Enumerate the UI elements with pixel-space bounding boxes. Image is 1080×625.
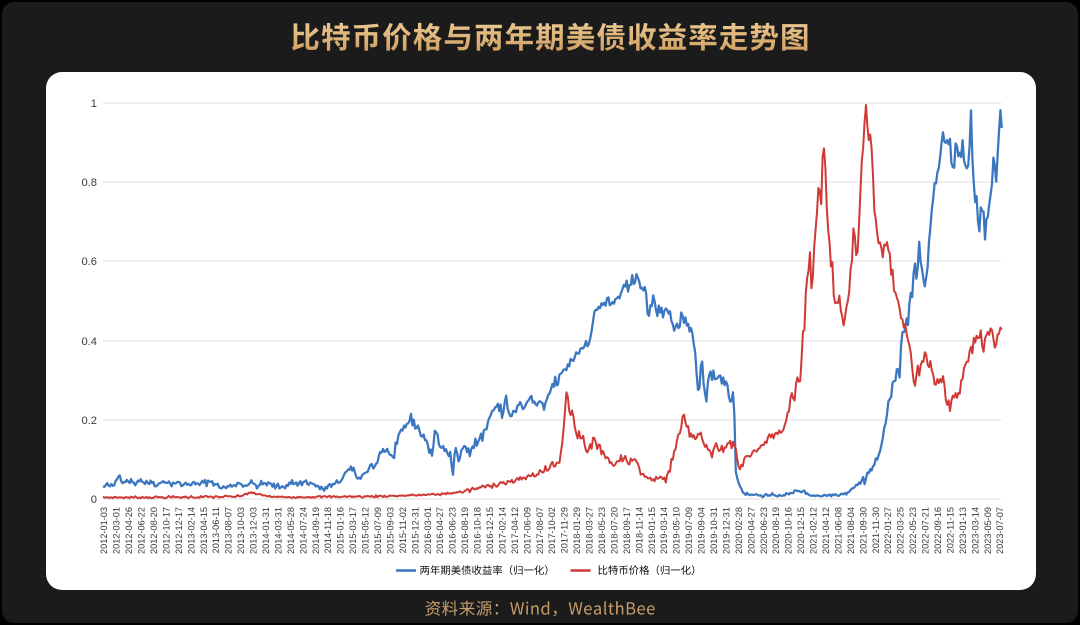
svg-text:2018-01-29: 2018-01-29 — [572, 507, 582, 554]
svg-text:2016-04-27: 2016-04-27 — [435, 507, 445, 554]
svg-text:2014-01-31: 2014-01-31 — [261, 507, 271, 554]
svg-text:2015-09-03: 2015-09-03 — [385, 507, 395, 554]
svg-text:2015-12-31: 2015-12-31 — [410, 507, 420, 554]
svg-text:2012-04-26: 2012-04-26 — [124, 507, 134, 554]
svg-text:2022-11-15: 2022-11-15 — [945, 507, 955, 553]
svg-text:2018-03-27: 2018-03-27 — [585, 507, 595, 554]
svg-text:2012-10-17: 2012-10-17 — [161, 507, 171, 554]
svg-text:2014-09-19: 2014-09-19 — [311, 507, 321, 554]
svg-text:2020-02-28: 2020-02-28 — [734, 507, 744, 554]
svg-text:2012-08-20: 2012-08-20 — [149, 507, 159, 554]
svg-text:2019-12-31: 2019-12-31 — [721, 507, 731, 554]
svg-text:2013-10-03: 2013-10-03 — [236, 507, 246, 554]
svg-text:2018-09-17: 2018-09-17 — [622, 507, 632, 554]
svg-text:2018-05-23: 2018-05-23 — [597, 507, 607, 554]
svg-text:2020-04-27: 2020-04-27 — [746, 507, 756, 554]
svg-text:0.4: 0.4 — [81, 336, 97, 348]
svg-text:2015-01-16: 2015-01-16 — [336, 507, 346, 554]
svg-text:2020-06-23: 2020-06-23 — [759, 507, 769, 554]
svg-text:2019-10-31: 2019-10-31 — [709, 507, 719, 554]
svg-text:2021-04-12: 2021-04-12 — [821, 507, 831, 554]
svg-text:2014-05-28: 2014-05-28 — [286, 507, 296, 554]
svg-text:2012-01-03: 2012-01-03 — [99, 507, 109, 554]
svg-text:1: 1 — [91, 98, 97, 110]
svg-text:2015-07-09: 2015-07-09 — [373, 507, 383, 554]
svg-text:2019-03-14: 2019-03-14 — [659, 507, 669, 554]
svg-text:2019-07-09: 2019-07-09 — [684, 507, 694, 554]
svg-text:2013-02-14: 2013-02-14 — [186, 507, 196, 554]
svg-text:2016-10-18: 2016-10-18 — [473, 507, 483, 554]
svg-text:2013-12-03: 2013-12-03 — [249, 507, 259, 554]
svg-text:2022-09-16: 2022-09-16 — [933, 507, 943, 554]
svg-text:2017-10-02: 2017-10-02 — [547, 507, 557, 554]
svg-text:2013-06-11: 2013-06-11 — [211, 507, 221, 553]
svg-text:2016-08-19: 2016-08-19 — [460, 507, 470, 554]
svg-text:2012-03-01: 2012-03-01 — [112, 507, 122, 554]
svg-text:2022-07-21: 2022-07-21 — [921, 507, 931, 554]
svg-text:2022-05-23: 2022-05-23 — [908, 507, 918, 554]
svg-text:2021-09-30: 2021-09-30 — [858, 507, 868, 554]
svg-text:2013-08-07: 2013-08-07 — [224, 507, 234, 554]
svg-text:2013-04-15: 2013-04-15 — [199, 507, 209, 554]
svg-text:2021-02-12: 2021-02-12 — [809, 507, 819, 554]
svg-text:2021-11-30: 2021-11-30 — [871, 507, 881, 553]
svg-text:2015-05-12: 2015-05-12 — [361, 507, 371, 554]
svg-text:2014-07-24: 2014-07-24 — [298, 507, 308, 554]
svg-text:2019-01-15: 2019-01-15 — [647, 507, 657, 554]
svg-text:2012-06-22: 2012-06-22 — [137, 507, 147, 554]
svg-text:2023-03-14: 2023-03-14 — [970, 507, 980, 554]
svg-text:0.2: 0.2 — [81, 415, 97, 427]
svg-text:2014-03-31: 2014-03-31 — [273, 507, 283, 554]
svg-text:2019-05-10: 2019-05-10 — [672, 507, 682, 554]
svg-text:2021-08-04: 2021-08-04 — [846, 507, 856, 554]
svg-text:2018-07-20: 2018-07-20 — [609, 507, 619, 554]
svg-text:2018-11-14: 2018-11-14 — [634, 507, 644, 553]
svg-text:2022-01-27: 2022-01-27 — [883, 507, 893, 554]
svg-text:0: 0 — [91, 494, 97, 506]
svg-text:2012-12-17: 2012-12-17 — [174, 507, 184, 554]
svg-text:2019-09-04: 2019-09-04 — [697, 507, 707, 554]
svg-text:2015-03-17: 2015-03-17 — [348, 507, 358, 554]
svg-text:2020-10-16: 2020-10-16 — [784, 507, 794, 554]
svg-text:2017-06-09: 2017-06-09 — [522, 507, 532, 554]
svg-text:2023-05-09: 2023-05-09 — [983, 507, 993, 554]
svg-text:2017-02-14: 2017-02-14 — [497, 507, 507, 554]
svg-text:2015-11-02: 2015-11-02 — [398, 507, 408, 553]
svg-text:0.8: 0.8 — [81, 177, 97, 189]
svg-text:2017-04-12: 2017-04-12 — [510, 507, 520, 554]
svg-text:2016-06-23: 2016-06-23 — [448, 507, 458, 554]
svg-text:2023-01-13: 2023-01-13 — [958, 507, 968, 554]
svg-text:2016-12-15: 2016-12-15 — [485, 507, 495, 554]
svg-text:2017-11-29: 2017-11-29 — [560, 507, 570, 553]
svg-text:2014-11-18: 2014-11-18 — [323, 507, 333, 553]
svg-text:0.6: 0.6 — [81, 256, 97, 268]
svg-text:2021-06-08: 2021-06-08 — [833, 507, 843, 554]
svg-text:2020-08-19: 2020-08-19 — [771, 507, 781, 554]
svg-text:2022-03-25: 2022-03-25 — [896, 507, 906, 554]
svg-text:2016-03-01: 2016-03-01 — [423, 507, 433, 554]
svg-text:2023-07-07: 2023-07-07 — [995, 507, 1005, 554]
svg-text:2020-12-15: 2020-12-15 — [796, 507, 806, 554]
svg-text:2017-08-07: 2017-08-07 — [535, 507, 545, 554]
